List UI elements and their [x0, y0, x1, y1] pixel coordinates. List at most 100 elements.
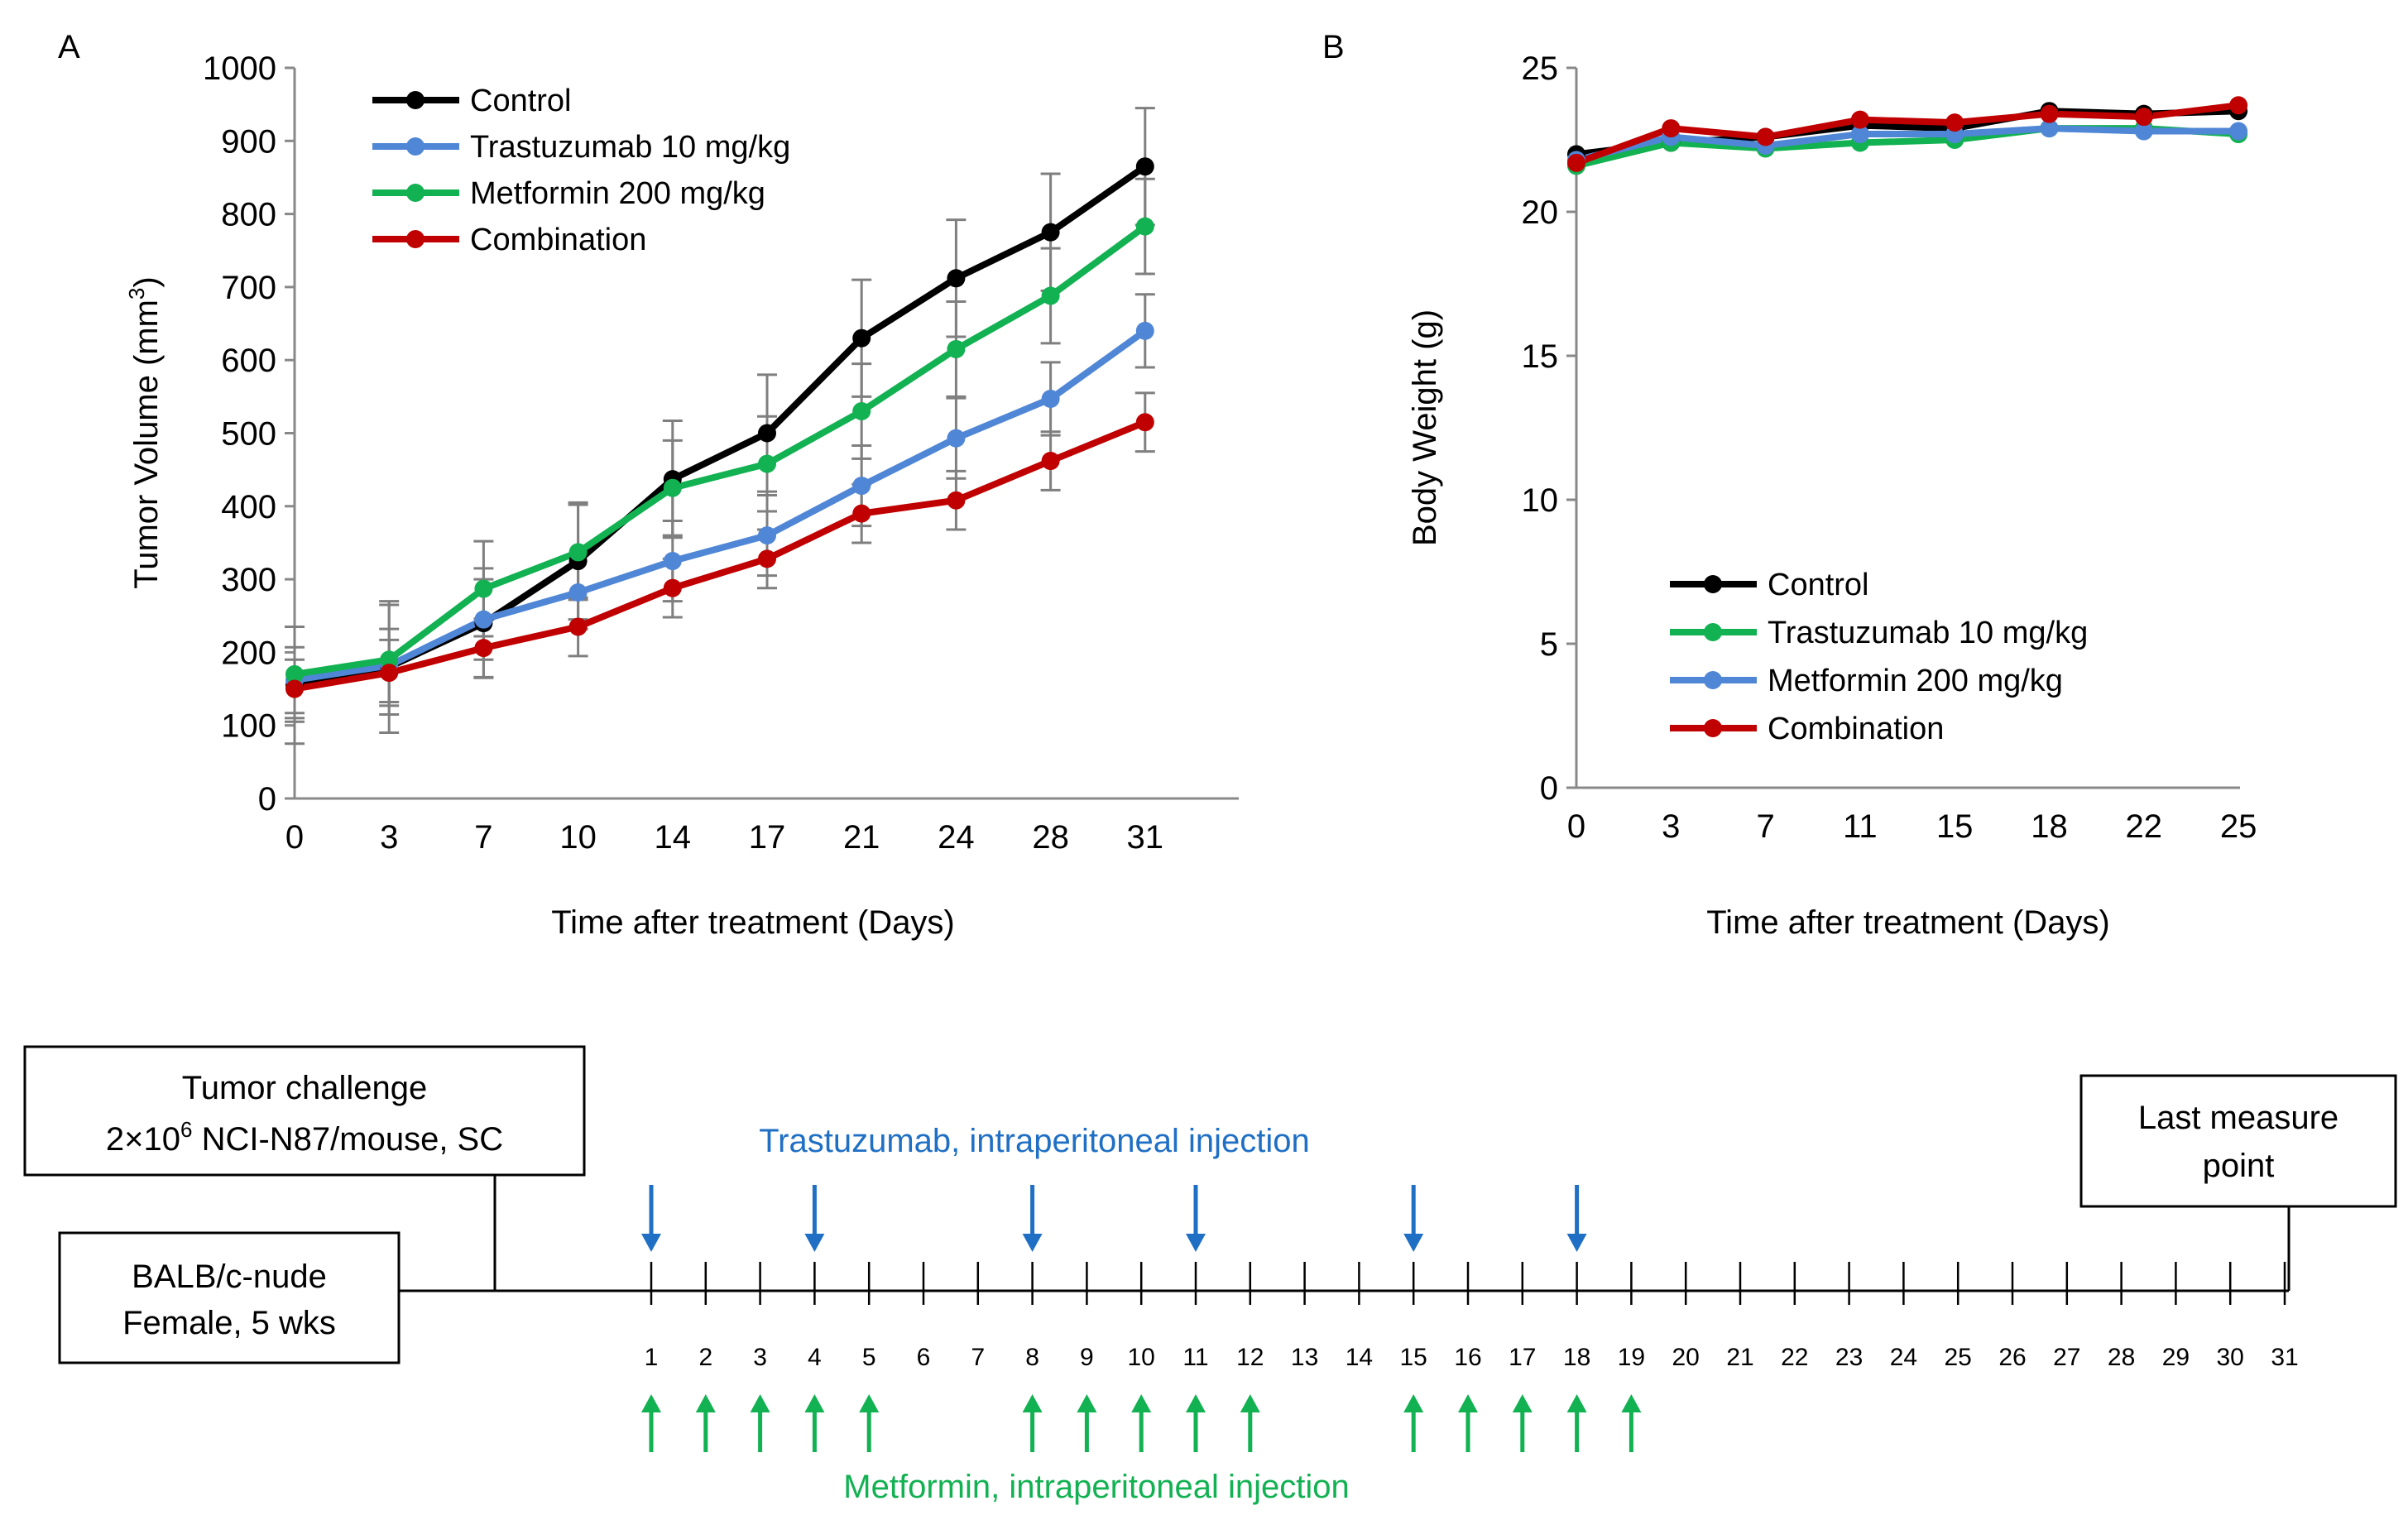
- challenge-detail-sup: 6: [180, 1117, 192, 1142]
- y-tick-label: 20: [1522, 194, 1559, 231]
- x-tick-label: 21: [843, 819, 880, 856]
- data-point-combination: [474, 639, 493, 658]
- data-point-metformin-200-mg-kg: [2229, 122, 2248, 141]
- trastuzumab-dose-arrow: [804, 1234, 825, 1252]
- metformin-dose-arrow: [1566, 1394, 1587, 1412]
- series-line-metformin-200-mg-kg: [294, 223, 1148, 678]
- timeline-day-label: 22: [1781, 1344, 1808, 1371]
- timeline-day-label: 18: [1563, 1344, 1590, 1371]
- legend-label-control: Control: [1768, 568, 1869, 602]
- challenge-detail-pre: 2×10: [106, 1121, 180, 1158]
- metformin-dose-arrow: [1131, 1394, 1152, 1412]
- metformin-dose-arrow: [1077, 1394, 1097, 1412]
- legend-label-trastuzumab-10-mg-kg: Trastuzumab 10 mg/kg: [470, 130, 790, 165]
- mouse-strain-text: BALB/c-nude: [132, 1259, 327, 1295]
- x-tick-label: 24: [938, 819, 975, 856]
- timeline-day-label: 26: [1998, 1344, 2026, 1371]
- timeline-day-label: 2: [698, 1344, 712, 1371]
- metformin-dose-arrow: [1240, 1394, 1260, 1412]
- y-tick-label: 300: [221, 562, 276, 598]
- challenge-detail-post: NCI-N87/mouse, SC: [192, 1121, 503, 1158]
- data-point-trastuzumab-10-mg-kg: [663, 552, 682, 571]
- metformin-dose-arrow: [695, 1394, 716, 1412]
- legend-marker-metformin-200-mg-kg: [1704, 671, 1722, 689]
- data-point-metformin-200-mg-kg: [1850, 125, 1869, 144]
- data-point-combination: [1850, 110, 1869, 129]
- metformin-dose-arrow: [1458, 1394, 1478, 1412]
- last-measure-line1: Last measure: [2138, 1100, 2338, 1136]
- data-point-combination: [2229, 96, 2248, 115]
- trastuzumab-dose-arrow: [1566, 1234, 1587, 1252]
- series-line-metformin-200-mg-kg: [1576, 125, 2239, 164]
- y-tick-label: 900: [221, 123, 276, 160]
- data-point-combination: [758, 549, 776, 568]
- timeline-day-label: 19: [1618, 1344, 1645, 1371]
- data-point-combination: [852, 504, 871, 523]
- data-point-trastuzumab-10-mg-kg: [568, 583, 588, 602]
- timeline-day-label: 30: [2217, 1344, 2244, 1371]
- data-point-metformin-200-mg-kg: [947, 339, 966, 358]
- data-point-combination: [2040, 104, 2059, 123]
- data-point-control: [1135, 157, 1154, 176]
- y-tick-label: 600: [221, 343, 276, 379]
- y-tick-label: 5: [1540, 626, 1558, 663]
- y-tick-label: 400: [221, 489, 276, 525]
- x-tick-label: 0: [285, 819, 304, 856]
- y-tick-label: 15: [1522, 338, 1559, 375]
- timeline-day-label: 3: [753, 1344, 767, 1371]
- legend-marker-trastuzumab-10-mg-kg: [1704, 623, 1722, 641]
- chart-b-x-axis-title: Time after treatment (Days): [1706, 904, 2110, 941]
- series-line-combination: [1575, 102, 2239, 166]
- last-measure-box: [2079, 1074, 2397, 1208]
- metformin-dose-arrow: [1512, 1394, 1533, 1412]
- data-point-metformin-200-mg-kg: [380, 650, 399, 669]
- panel-label-b: B: [1322, 29, 1345, 65]
- legend-label-combination: Combination: [1768, 712, 1944, 746]
- data-point-metformin-200-mg-kg: [474, 579, 493, 598]
- legend-marker-control: [1704, 575, 1722, 593]
- data-point-metformin-200-mg-kg: [285, 664, 304, 683]
- timeline-day-label: 29: [2162, 1344, 2190, 1371]
- legend-marker-control: [406, 91, 425, 109]
- legend-marker-combination: [1704, 719, 1722, 737]
- data-point-metformin-200-mg-kg: [663, 478, 682, 497]
- chart-a-legend: Control Trastuzumab 10 mg/kg Metformin 200…: [372, 84, 790, 257]
- data-point-combination: [285, 679, 304, 698]
- x-tick-label: 0: [1567, 808, 1585, 845]
- data-point-combination: [1945, 113, 1964, 132]
- data-point-trastuzumab-10-mg-kg: [758, 526, 776, 545]
- y-tick-label: 0: [258, 781, 276, 818]
- trastuzumab-dose-arrow: [1186, 1234, 1206, 1252]
- x-tick-label: 11: [1843, 808, 1878, 845]
- data-point-combination: [1756, 127, 1775, 146]
- tumor-challenge-detail: 2×106 NCI-N87/mouse, SC: [106, 1117, 503, 1158]
- data-point-metformin-200-mg-kg: [852, 402, 871, 421]
- timeline-day-label: 12: [1236, 1344, 1264, 1371]
- data-point-metformin-200-mg-kg: [1135, 217, 1154, 236]
- timeline-day-label: 27: [2053, 1344, 2080, 1371]
- y-tick-label: 0: [1540, 770, 1558, 807]
- data-point-metformin-200-mg-kg: [2040, 119, 2059, 138]
- chart-a-y-axis-title-sup: 3: [124, 288, 149, 300]
- data-point-control: [852, 328, 871, 348]
- timeline-day-label: 9: [1080, 1344, 1094, 1371]
- legend-marker-metformin-200-mg-kg: [406, 184, 425, 202]
- legend-marker-combination: [406, 230, 425, 248]
- x-tick-label: 3: [380, 819, 398, 856]
- timeline-day-label: 20: [1672, 1344, 1700, 1371]
- timeline-day-label: 1: [645, 1344, 659, 1371]
- data-point-trastuzumab-10-mg-kg: [1135, 321, 1154, 340]
- x-tick-label: 15: [1936, 808, 1974, 845]
- timeline-day-label: 31: [2271, 1344, 2298, 1371]
- data-point-combination: [663, 578, 682, 597]
- y-tick-label: 25: [1522, 50, 1559, 87]
- x-tick-label: 3: [1662, 808, 1680, 845]
- data-point-metformin-200-mg-kg: [568, 543, 588, 562]
- metformin-dose-arrow: [1403, 1394, 1424, 1412]
- tumor-volume-chart: 0 100 200 300 400 500 600 700 800 900 1000 0 3 7 10 14…: [124, 50, 1239, 941]
- x-tick-label: 25: [2220, 808, 2257, 845]
- x-tick-label: 31: [1127, 819, 1164, 856]
- data-point-combination: [380, 664, 399, 683]
- legend-label-control: Control: [470, 84, 572, 118]
- timeline-day-label: 6: [917, 1344, 931, 1371]
